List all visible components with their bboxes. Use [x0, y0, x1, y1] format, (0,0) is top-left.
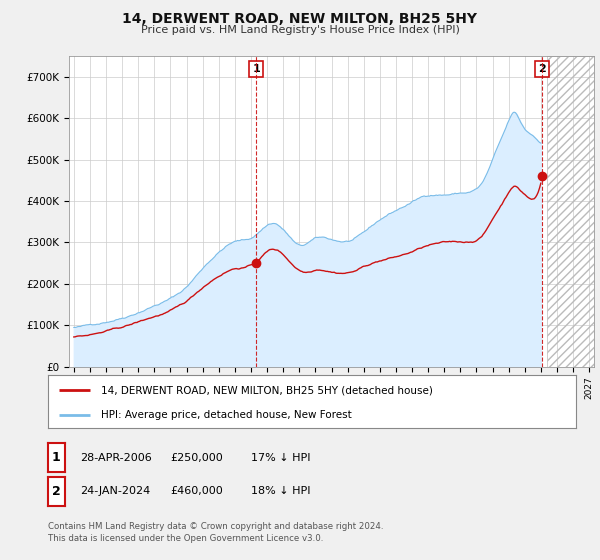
- Text: Contains HM Land Registry data © Crown copyright and database right 2024.
This d: Contains HM Land Registry data © Crown c…: [48, 522, 383, 543]
- Text: 17% ↓ HPI: 17% ↓ HPI: [251, 452, 310, 463]
- Text: 18% ↓ HPI: 18% ↓ HPI: [251, 486, 310, 496]
- Text: 28-APR-2006: 28-APR-2006: [80, 452, 152, 463]
- Text: £250,000: £250,000: [170, 452, 223, 463]
- Text: 1: 1: [52, 451, 61, 464]
- Text: 14, DERWENT ROAD, NEW MILTON, BH25 5HY: 14, DERWENT ROAD, NEW MILTON, BH25 5HY: [122, 12, 478, 26]
- Text: 1: 1: [252, 64, 260, 74]
- Text: HPI: Average price, detached house, New Forest: HPI: Average price, detached house, New …: [101, 410, 352, 420]
- Text: Price paid vs. HM Land Registry's House Price Index (HPI): Price paid vs. HM Land Registry's House …: [140, 25, 460, 35]
- Text: 24-JAN-2024: 24-JAN-2024: [80, 486, 150, 496]
- Text: 14, DERWENT ROAD, NEW MILTON, BH25 5HY (detached house): 14, DERWENT ROAD, NEW MILTON, BH25 5HY (…: [101, 385, 433, 395]
- Text: 2: 2: [538, 64, 546, 74]
- Text: £460,000: £460,000: [170, 486, 223, 496]
- Text: 2: 2: [52, 484, 61, 498]
